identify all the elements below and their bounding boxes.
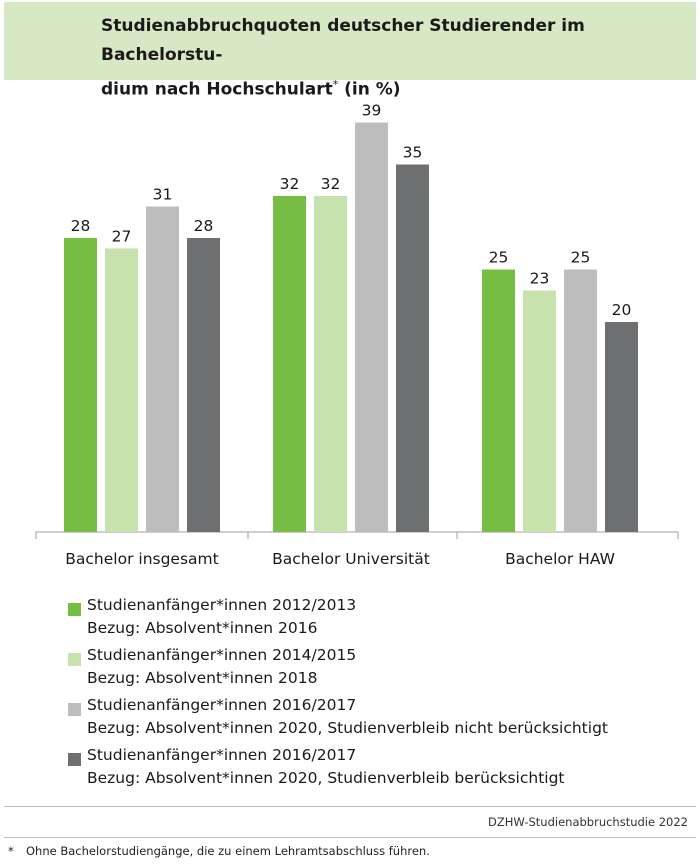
legend-swatch-3 xyxy=(68,703,81,716)
data-label-bachelor-haw-series-1: 25 xyxy=(489,249,509,267)
footnote-marker: * xyxy=(8,844,14,858)
bar-bachelor-haw-series-4 xyxy=(605,322,638,532)
legend-series-note-1: Bezug: Absolvent*innen 2016 xyxy=(87,619,318,637)
data-label-bachelor-haw-series-3: 25 xyxy=(571,249,591,267)
legend-series-name-2: Studienanfänger*innen 2014/2015 xyxy=(87,646,357,664)
legend-swatch-4 xyxy=(68,753,81,766)
data-label-bachelor-universitat-series-2: 32 xyxy=(321,175,341,193)
legend-swatch-2 xyxy=(68,653,81,666)
data-label-bachelor-insgesamt-series-1: 28 xyxy=(71,217,91,235)
category-label-bachelor-insgesamt: Bachelor insgesamt xyxy=(65,550,218,568)
legend-series-name-1: Studienanfänger*innen 2012/2013 xyxy=(87,596,357,614)
bar-bachelor-universitat-series-3 xyxy=(355,122,388,532)
title-unit: (in %) xyxy=(338,79,401,100)
bar-bachelor-insgesamt-series-2 xyxy=(105,248,138,532)
bar-bachelor-haw-series-1 xyxy=(482,269,515,532)
bar-bachelor-insgesamt-series-3 xyxy=(146,206,179,532)
category-label-bachelor-universitat: Bachelor Universität xyxy=(272,550,430,568)
title-line-2: dium nach Hochschulart xyxy=(101,79,333,100)
data-label-bachelor-insgesamt-series-2: 27 xyxy=(112,228,132,246)
legend-series-name-3: Studienanfänger*innen 2016/2017 xyxy=(87,696,357,714)
bar-bachelor-insgesamt-series-1 xyxy=(64,238,97,532)
data-label-bachelor-haw-series-4: 20 xyxy=(612,301,632,319)
data-label-bachelor-insgesamt-series-4: 28 xyxy=(194,217,214,235)
bar-chart: 28 27 31 28 Bachelor insgesamt 32 32 39 35 Bachel… xyxy=(35,102,679,568)
chart-title: Studienabbruchquoten deutscher Studieren… xyxy=(101,12,691,105)
bar-bachelor-haw-series-3 xyxy=(564,269,597,532)
legend-series-note-4: Bezug: Absolvent*innen 2020, Studienverb… xyxy=(87,769,565,787)
footnote-text: Ohne Bachelorstudiengänge, die zu einem … xyxy=(26,844,430,858)
source-divider xyxy=(4,806,696,807)
bar-bachelor-universitat-series-2 xyxy=(314,196,347,532)
bar-bachelor-universitat-series-4 xyxy=(396,164,429,532)
legend-series-note-2: Bezug: Absolvent*innen 2018 xyxy=(87,669,318,687)
chart-title-box: Studienabbruchquoten deutscher Studieren… xyxy=(4,2,696,100)
legend-swatch-1 xyxy=(68,603,81,616)
data-label-bachelor-insgesamt-series-3: 31 xyxy=(153,186,173,204)
bar-bachelor-haw-series-2 xyxy=(523,290,556,532)
footnote: * Ohne Bachelorstudiengänge, die zu einem… xyxy=(8,844,430,858)
title-footnote-marker: * xyxy=(332,78,339,91)
source-label: DZHW-Studienabbruchstudie 2022 xyxy=(488,815,688,829)
legend-series-name-4: Studienanfänger*innen 2016/2017 xyxy=(87,746,357,764)
legend-item-2: Studienanfänger*innen 2014/2015 Bezug: Ab… xyxy=(68,646,688,694)
legend-item-4: Studienanfänger*innen 2016/2017 Bezug: Ab… xyxy=(68,746,688,794)
bar-bachelor-universitat-series-1 xyxy=(273,196,306,532)
legend-series-note-3: Bezug: Absolvent*innen 2020, Studienverb… xyxy=(87,719,608,737)
category-label-bachelor-haw: Bachelor HAW xyxy=(505,550,615,568)
footnote-divider xyxy=(4,837,696,838)
title-line-1: Studienabbruchquoten deutscher Studieren… xyxy=(101,16,585,65)
bar-bachelor-insgesamt-series-4 xyxy=(187,238,220,532)
legend-item-1: Studienanfänger*innen 2012/2013 Bezug: Ab… xyxy=(68,596,688,644)
legend-item-3: Studienanfänger*innen 2016/2017 Bezug: Ab… xyxy=(68,696,688,744)
data-label-bachelor-haw-series-2: 23 xyxy=(530,270,550,288)
data-label-bachelor-universitat-series-4: 35 xyxy=(403,144,423,162)
data-label-bachelor-universitat-series-1: 32 xyxy=(280,175,300,193)
chart-legend: Studienanfänger*innen 2012/2013 Bezug: Ab… xyxy=(68,596,688,796)
data-label-bachelor-universitat-series-3: 39 xyxy=(362,102,382,120)
